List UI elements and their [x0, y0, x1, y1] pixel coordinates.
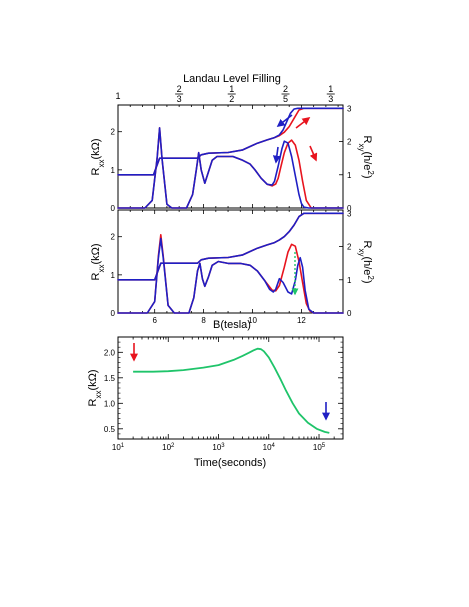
- panel-b-curves: [117, 212, 344, 314]
- panel-c-y-tick-label: 1.5: [104, 374, 116, 383]
- landau-filling-title: Landau Level Filling: [183, 73, 281, 85]
- panel-b-y-tick-label-left: 2: [111, 233, 116, 242]
- panel-c-series-green-line: [133, 347, 330, 434]
- panel-b-y-tick-label-right: 2: [347, 243, 352, 252]
- panel-a-y-tick-label-left: 1: [111, 166, 116, 175]
- panel-a-ylabel-left: Rxx(kΩ): [90, 138, 106, 175]
- panel-a-series-red-rxy-line: [117, 107, 344, 176]
- panel-b-x-tick-label: 10: [248, 316, 257, 325]
- panel-a-series-blue-rxx-line: [117, 127, 344, 209]
- panel-c-x-tick-label: 104: [263, 443, 276, 452]
- panel-a-y-tick-label-right: 3: [347, 104, 352, 113]
- panel-c-x-tick-label: 103: [212, 443, 225, 452]
- panel-a-ticks: 0 1 2 0 1 2 3: [111, 104, 352, 213]
- filling-label-numerator: 2: [283, 84, 288, 94]
- panel-c-ylabel: Rxx(kΩ): [87, 369, 103, 406]
- panel-b-frame: [117, 209, 344, 314]
- panel-a-blue-arrow-top: [276, 114, 293, 127]
- panel-b-y-tick-label-left: 0: [111, 309, 116, 318]
- panel-b-series-red-rxy-line: [117, 212, 344, 281]
- panel-c-y-tick-label: 1.0: [104, 399, 116, 408]
- panel-b-x-tick-label: 6: [152, 316, 157, 325]
- filling-label-denominator: 5: [283, 94, 288, 104]
- panel-a-curves: [117, 107, 344, 209]
- filling-label-denominator: 3: [328, 94, 333, 104]
- filling-label-numerator: 1: [328, 84, 333, 94]
- panel-a: 0 1 2 0 1 2 3 Rxx(kΩ) Rxy(h/e2): [90, 104, 376, 213]
- panel-a-y-tick-label-right: 2: [347, 138, 352, 147]
- panel-c-curves: [133, 347, 330, 434]
- panel-c-y-tick-label: 2.0: [104, 348, 116, 357]
- panel-c-x-tick-label: 102: [162, 443, 175, 452]
- filling-label-numerator: 2: [177, 84, 182, 94]
- panel-a-frame: [117, 104, 344, 209]
- panel-b-y-tick-label-right: 3: [347, 209, 352, 218]
- panel-c-xlabel: Time(seconds): [194, 457, 266, 469]
- panel-b-ylabel-left: Rxx(kΩ): [90, 243, 106, 280]
- panel-b-x-tick-label: 12: [297, 316, 306, 325]
- panel-a-y-tick-label-left: 2: [111, 128, 116, 137]
- panel-a-red-arrow-top: [295, 117, 311, 129]
- panel-a-y-tick-label-right: 0: [347, 204, 352, 213]
- panel-a-series-red-rxx-line: [117, 127, 344, 209]
- panel-b-y-tick-label-right: 0: [347, 309, 352, 318]
- panel-b-series-blue-rxy-line: [117, 212, 344, 281]
- panel-c: 101 102 103 104 105 0.5 1.0 1.5 2.0 Rxx(kΩ) Time…: [87, 336, 344, 469]
- panel-a-ylabel-right: Rxy(h/e2): [358, 135, 376, 178]
- panel-b-xlabel: B(tesla): [213, 319, 251, 331]
- panel-b-series-blue-rxx-line: [117, 237, 344, 314]
- panel-c-x-tick-label: 101: [112, 443, 125, 452]
- panel-c-y-tick-label: 0.5: [104, 425, 116, 434]
- panel-a-blue-arrow-down: [272, 146, 281, 164]
- panel-b-x-tick-label: 8: [201, 316, 206, 325]
- panel-b-series-red-rxx-line: [117, 234, 344, 314]
- panel-a-y-tick-label-left: 0: [111, 204, 116, 213]
- panel-a-series-blue-rxy-line: [117, 107, 344, 176]
- panel-c-ticks: 101 102 103 104 105 0.5 1.0 1.5 2.0: [104, 337, 344, 452]
- panel-a-red-arrow-down: [309, 145, 318, 162]
- panel-b-ylabel-right: Rxy(h/e2): [358, 240, 376, 283]
- panel-b-y-tick-label-right: 1: [347, 276, 352, 285]
- filling-label-denominator: 3: [177, 94, 182, 104]
- panel-c-x-tick-label: 105: [313, 443, 326, 452]
- panel-b-y-tick-label-left: 1: [111, 271, 116, 280]
- filling-label-numerator: 1: [229, 84, 234, 94]
- filling-label: 1: [115, 91, 120, 101]
- filling-label-denominator: 2: [229, 94, 234, 104]
- panel-a-y-tick-label-right: 1: [347, 171, 352, 180]
